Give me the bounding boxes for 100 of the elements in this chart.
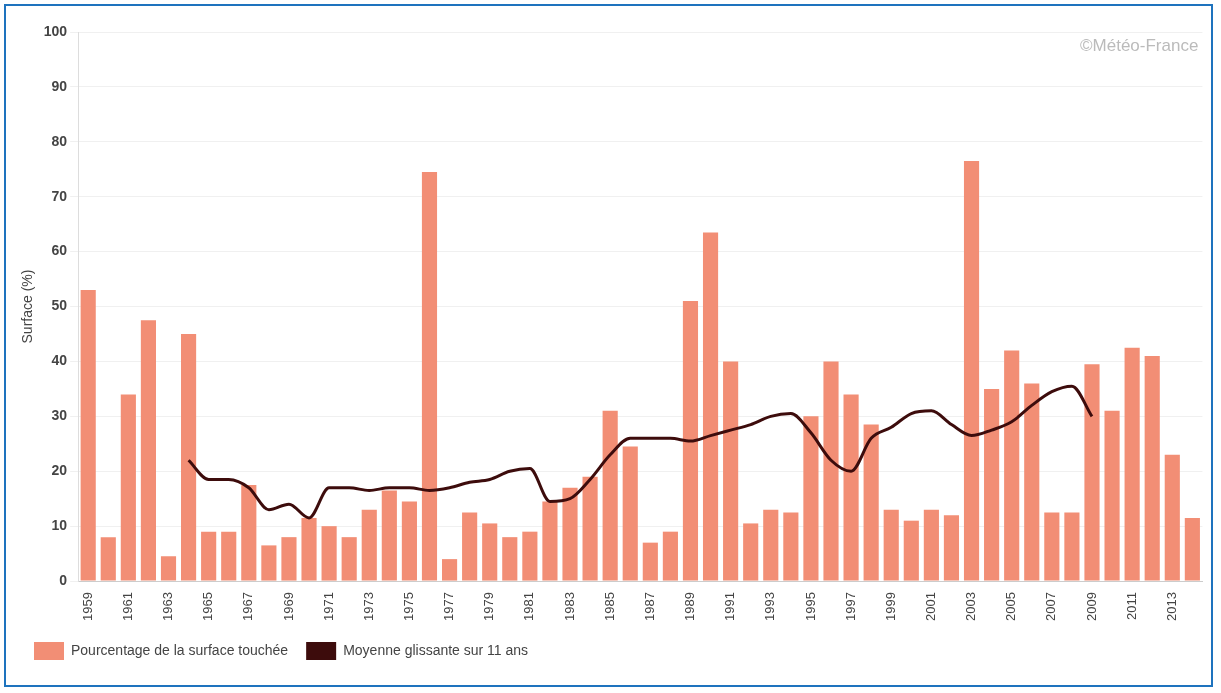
bar: [622, 446, 638, 581]
bar: [984, 388, 1000, 581]
bar: [482, 523, 498, 581]
annotation: ©Météo-France: [1080, 36, 1199, 56]
bar: [120, 394, 136, 581]
x-tick-label: 1969: [280, 592, 296, 621]
x-tick-label: 1999: [882, 592, 898, 621]
x-tick-label: 1973: [360, 592, 376, 621]
bar: [361, 509, 377, 581]
x-tick-label: 1975: [400, 592, 416, 621]
bar: [863, 424, 879, 581]
y-tick-label: 60: [51, 242, 68, 259]
bar: [602, 410, 618, 581]
y-tick-label: 100: [43, 22, 68, 39]
bar: [381, 490, 397, 581]
bar: [1044, 512, 1060, 581]
bar: [803, 416, 819, 581]
x-tick-label: 1997: [842, 592, 858, 621]
y-tick-label: 30: [51, 407, 68, 424]
y-tick-label: 0: [59, 571, 68, 588]
bar: [1184, 517, 1200, 581]
x-tick-label: 2005: [1003, 592, 1019, 621]
bar: [221, 531, 237, 581]
x-tick-label: 2011: [1123, 592, 1139, 621]
y-tick-label: 20: [51, 462, 68, 479]
bar: [843, 394, 859, 581]
x-tick-label: 2009: [1083, 592, 1099, 621]
x-tick-label: 1963: [160, 592, 176, 621]
bar: [502, 537, 518, 581]
bar: [421, 172, 438, 581]
x-tick-label: 1977: [441, 592, 457, 621]
legend-label: Pourcentage de la surface touchée: [71, 641, 289, 658]
bar: [1064, 512, 1080, 581]
bar: [522, 531, 538, 581]
y-tick-label: 70: [51, 187, 68, 204]
bar: [963, 161, 980, 581]
line-series: [187, 384, 1094, 520]
bar: [582, 476, 598, 581]
x-tick-label: 1981: [521, 592, 537, 621]
bar: [723, 361, 739, 581]
bar: [401, 501, 417, 581]
x-tick-label: 1987: [641, 592, 657, 621]
bar: [923, 509, 939, 581]
y-tick-label: 80: [51, 132, 68, 149]
x-tick-label: 2001: [922, 592, 938, 621]
bar: [1024, 383, 1040, 581]
x-tick-label: 1989: [682, 592, 698, 621]
bar: [321, 526, 337, 581]
x-tick-label: 1959: [79, 592, 95, 621]
bar: [763, 509, 779, 581]
bar: [1004, 350, 1020, 581]
x-tick-label: 1993: [762, 592, 778, 621]
y-tick-label: 90: [51, 77, 68, 94]
bar: [241, 484, 257, 581]
legend-label: Moyenne glissante sur 11 ans: [343, 641, 529, 658]
x-tick-label: 1967: [240, 592, 256, 621]
bar: [341, 537, 357, 581]
x-tick-label: 1995: [802, 592, 818, 621]
bar: [702, 232, 719, 581]
bar: [743, 523, 759, 581]
bar: [642, 542, 658, 581]
x-tick-label: 1991: [722, 592, 738, 621]
x-tick-label: 1979: [481, 592, 497, 621]
bar: [441, 559, 458, 581]
x-tick-label: 1983: [561, 592, 577, 621]
bar: [462, 512, 478, 581]
x-tick-label: 1985: [601, 592, 617, 621]
bar: [883, 509, 899, 581]
y-tick-label: 50: [51, 297, 68, 314]
bar: [261, 545, 277, 581]
bar: [201, 531, 217, 581]
bar: [301, 517, 317, 581]
bar: [1144, 355, 1160, 581]
bar: [1084, 364, 1100, 581]
y-tick-label: 40: [51, 352, 68, 369]
bar: [662, 531, 678, 581]
bar: [1104, 410, 1120, 581]
bar: [1124, 347, 1140, 581]
bar: [903, 520, 919, 581]
x-tick-label: 2013: [1163, 592, 1179, 621]
x-tick-label: 1961: [119, 592, 135, 621]
bar: [542, 501, 558, 581]
bar: [160, 556, 177, 581]
bar: [181, 333, 197, 581]
x-tick-label: 2007: [1043, 592, 1059, 621]
bar: [281, 537, 297, 581]
bar: [80, 290, 96, 581]
bar: [140, 320, 156, 581]
bar: [682, 301, 699, 581]
x-tick-label: 1971: [320, 592, 336, 621]
bar: [823, 361, 839, 581]
x-tick-label: 1965: [200, 592, 216, 621]
bar: [100, 537, 116, 581]
bar: [1164, 454, 1180, 581]
y-axis-title: Surface (%): [19, 269, 36, 344]
bar: [943, 515, 960, 581]
x-tick-label: 2003: [963, 592, 979, 621]
bar: [562, 487, 578, 581]
bar: [783, 512, 799, 581]
y-tick-label: 10: [51, 517, 68, 534]
